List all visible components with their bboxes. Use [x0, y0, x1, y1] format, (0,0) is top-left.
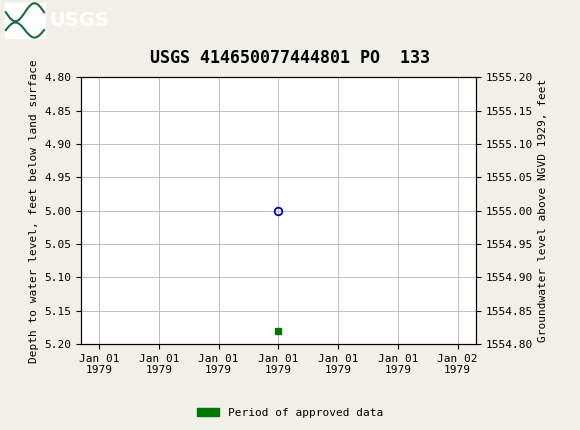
- Y-axis label: Groundwater level above NGVD 1929, feet: Groundwater level above NGVD 1929, feet: [538, 79, 548, 342]
- Bar: [5, 3, 45, 37]
- Text: USGS 414650077444801 PO  133: USGS 414650077444801 PO 133: [150, 49, 430, 67]
- Legend: Period of approved data: Period of approved data: [193, 403, 387, 422]
- Text: USGS: USGS: [49, 11, 109, 30]
- Y-axis label: Depth to water level, feet below land surface: Depth to water level, feet below land su…: [29, 59, 39, 362]
